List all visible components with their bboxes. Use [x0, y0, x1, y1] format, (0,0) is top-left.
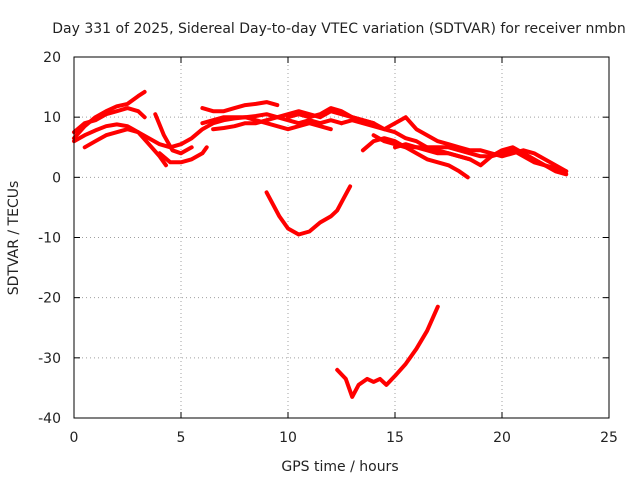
x-tick-label: 25 [600, 430, 618, 446]
chart-title: Day 331 of 2025, Sidereal Day-to-day VTE… [52, 21, 626, 37]
x-tick-label: 10 [279, 430, 297, 446]
y-tick-label: 10 [43, 110, 61, 126]
y-tick-label: 0 [52, 170, 61, 186]
series-line-track-16 [264, 184, 353, 237]
y-tick-label: -30 [38, 351, 61, 367]
series-line-track-6 [157, 145, 209, 165]
x-tick-label: 5 [177, 430, 186, 446]
series-line-track-17 [335, 304, 440, 399]
series-line-track-15 [393, 142, 569, 174]
axis-ticks: 0 5 10 15 20 25 -40 -30 -20 -10 0 10 20 [38, 50, 618, 446]
series-line-track-3 [72, 122, 168, 168]
y-tick-label: 20 [43, 50, 61, 66]
y-axis-label: SDTVAR / TECUs [6, 181, 22, 296]
series-line-track-14 [360, 136, 470, 180]
series-line-track-5 [153, 112, 194, 156]
series-line-track-10 [200, 115, 333, 132]
x-tick-label: 15 [386, 430, 404, 446]
series-line-track-4 [82, 127, 183, 150]
y-tick-label: -20 [38, 291, 61, 307]
series-line-track-2 [72, 106, 147, 135]
x-tick-label: 0 [70, 430, 79, 446]
x-axis-label: GPS time / hours [281, 459, 398, 475]
y-tick-label: -40 [38, 411, 61, 427]
series-line-track-12 [339, 115, 569, 174]
y-tick-label: -10 [38, 231, 61, 247]
data-series [72, 89, 569, 399]
series-line-track-7 [179, 112, 344, 147]
series-line-track-8 [200, 100, 280, 114]
x-tick-label: 20 [493, 430, 511, 446]
